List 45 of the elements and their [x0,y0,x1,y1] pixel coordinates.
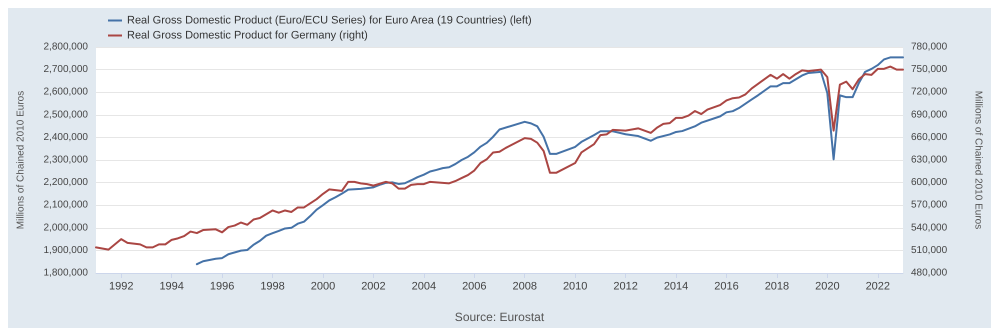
line-series [95,66,904,251]
x-tick-label: 2016 [714,280,739,292]
x-tick-label: 1992 [108,280,134,292]
x-tick-label: 2008 [512,280,537,292]
y-tick-label: 2,000,000 [44,222,88,234]
legend-label: Real Gross Domestic Product for Germany (right) [127,30,368,42]
y-tick-label: 2,800,000 [44,42,88,52]
x-tick-label: 1994 [159,280,184,292]
x-tick-label: 1998 [260,280,285,292]
x-tick-label: 2014 [664,280,688,292]
y-tick-label: 2,500,000 [44,109,88,120]
y2-tick-label: 690,000 [911,109,948,120]
y-tick-label: 2,300,000 [44,154,88,166]
y-tick-label: 2,700,000 [44,64,88,76]
source-note: Source: Eurostat [454,310,545,324]
x-tick-label: 2004 [412,280,436,292]
y2-tick-label: 780,000 [911,42,948,52]
y2-tick-label: 510,000 [911,244,948,256]
y-tick-label: 2,600,000 [44,86,88,98]
line-series [196,56,904,266]
y2-tick-label: 600,000 [911,177,948,188]
x-tick-label: 2000 [310,280,336,292]
y-tick-label: 2,200,000 [44,177,88,188]
y2-tick-label: 570,000 [911,200,948,211]
x-tick-label: 2002 [361,280,386,292]
x-tick-label: 2010 [562,280,588,292]
x-tick-label: 2018 [764,280,790,292]
y2-tick-label: 540,000 [911,222,948,234]
x-tick-label: 2012 [613,280,638,292]
y2-tick-label: 720,000 [911,86,948,98]
y-tick-label: 2,100,000 [44,200,88,211]
y2-tick-label: 660,000 [911,132,948,143]
y2-tick-label: 480,000 [911,268,948,278]
y-axis-title: Millions of Chained 2010 Euros [16,90,26,230]
y2-axis-title: Millions of Chained 2010 Euros [972,90,984,230]
y-tick-label: 2,400,000 [44,132,88,143]
x-tick-label: 1996 [210,280,234,292]
y2-tick-label: 750,000 [911,64,948,76]
x-tick-label: 2006 [462,280,487,292]
legend-label: Real Gross Domestic Product (Euro/ECU Series) for Euro Area (19 Countries) (left) [127,14,532,26]
y2-tick-label: 630,000 [911,154,948,166]
y-tick-label: 1,900,000 [44,244,88,256]
y-tick-label: 1,800,000 [44,268,88,278]
x-tick-label: 2022 [866,280,890,292]
x-tick-label: 2020 [815,280,840,292]
